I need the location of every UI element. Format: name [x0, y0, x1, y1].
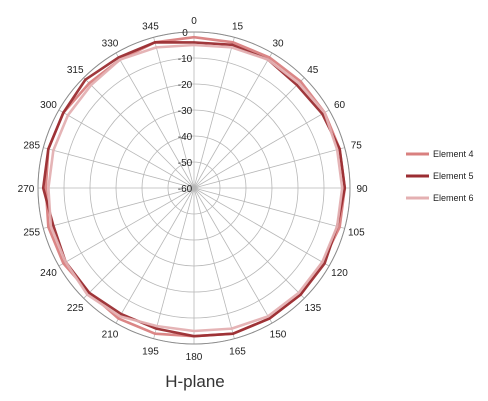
angle-tick-label: 210	[102, 330, 119, 341]
grid-spoke	[58, 187, 195, 267]
angle-tick-label: 60	[334, 100, 346, 111]
polar-grid	[37, 31, 351, 345]
angle-tick-label: 330	[102, 39, 119, 50]
angle-tick-label: 345	[142, 22, 159, 33]
grid-spoke	[193, 187, 330, 267]
angle-tick-label: 255	[23, 228, 40, 239]
grid-spoke	[193, 187, 273, 324]
grid-spoke	[193, 77, 305, 189]
angle-tick-label: 315	[67, 65, 84, 76]
series-line	[47, 43, 344, 333]
angle-tick-label: 180	[186, 352, 203, 363]
series-line	[41, 41, 347, 338]
legend-label: Element 6	[433, 193, 474, 203]
radial-tick-label: -10	[178, 54, 193, 65]
angle-tick-label: 135	[304, 303, 321, 314]
grid-spoke	[43, 187, 195, 229]
angle-tick-label: 15	[232, 22, 244, 33]
grid-spoke	[115, 52, 195, 189]
legend-label: Element 5	[433, 171, 474, 181]
grid-spoke	[43, 147, 195, 189]
radial-tick-label: 0	[182, 28, 188, 39]
grid-spoke	[193, 187, 345, 229]
angle-tick-label: 300	[40, 100, 57, 111]
outer-ring	[37, 31, 351, 345]
grid-spoke	[83, 77, 195, 189]
chart-caption: H-plane	[165, 372, 225, 391]
grid-spoke	[83, 187, 195, 299]
angle-tick-label: 225	[67, 303, 84, 314]
legend-label: Element 4	[433, 149, 474, 159]
angle-tick-label: 195	[142, 346, 159, 357]
axis-labels: 0 15 30 45 60 75 90 105 120 135 150 165 180 195 210 225…	[18, 16, 368, 363]
angle-tick-label: 165	[229, 346, 246, 357]
angle-tick-label: 120	[331, 268, 348, 279]
radial-tick-label: -60	[178, 184, 193, 195]
angle-tick-label: 75	[351, 141, 363, 152]
grid-spoke	[193, 37, 235, 189]
grid-spoke	[193, 187, 305, 299]
legend: Element 4 Element 5 Element 6	[406, 149, 474, 203]
grid-spoke	[193, 109, 330, 189]
angle-tick-label: 105	[348, 228, 365, 239]
series-lines	[41, 35, 347, 338]
angle-tick-label: 285	[23, 141, 40, 152]
angle-tick-label: 30	[272, 39, 284, 50]
grid-spoke	[153, 187, 195, 339]
angle-tick-label: 45	[307, 65, 319, 76]
grid-spoke	[153, 37, 195, 189]
radial-tick-label: -20	[178, 80, 193, 91]
grid-spoke	[193, 52, 273, 189]
angle-tick-label: 150	[270, 330, 287, 341]
radial-tick-label: -30	[178, 106, 193, 117]
radial-tick-label: -50	[178, 158, 193, 169]
angle-tick-label: 270	[18, 184, 35, 195]
grid-spoke	[193, 187, 235, 339]
grid-spoke	[193, 147, 345, 189]
grid-spoke	[115, 187, 195, 324]
angle-tick-label: 90	[356, 184, 368, 195]
angle-tick-label: 0	[191, 16, 197, 27]
radial-tick-label: -40	[178, 132, 193, 143]
grid-spoke	[58, 109, 195, 189]
angle-tick-label: 240	[40, 268, 57, 279]
